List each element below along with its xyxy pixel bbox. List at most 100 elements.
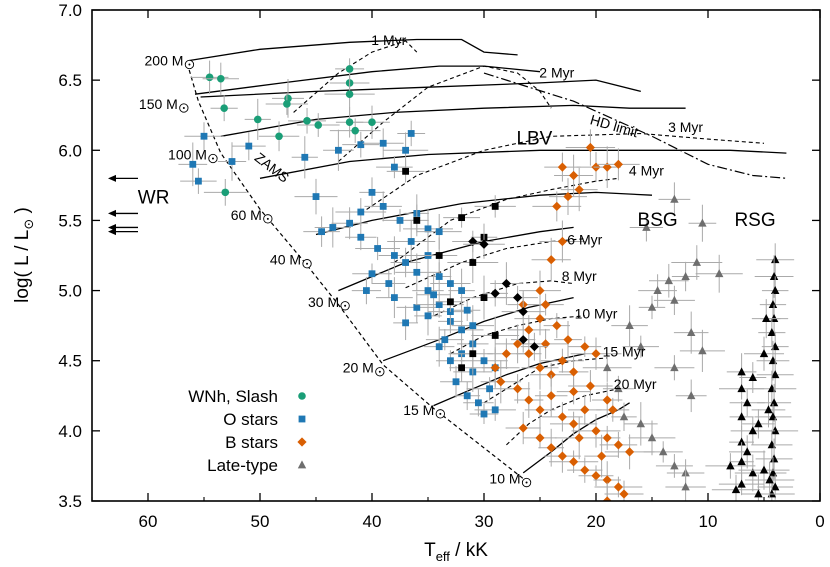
sun-symbol-dot: [188, 63, 191, 66]
data-point-group: [414, 296, 442, 336]
track-mass-label: 15 M: [403, 402, 434, 418]
sun-symbol-dot: [439, 412, 442, 415]
data-point-group: [314, 207, 351, 248]
data-point-group: [396, 291, 438, 324]
data-point-o-stars-11: [391, 163, 398, 171]
data-point-late-type-19: [659, 447, 668, 456]
data-point-group: [454, 299, 481, 322]
y-axis-title: log( L / L⊙ ): [12, 207, 36, 303]
data-point-group: [554, 416, 604, 460]
data-point-group: [548, 450, 599, 473]
data-point-o-stars-35: [435, 301, 443, 308]
data-point-b-stars-47: [602, 395, 612, 405]
data-point-b-stars-38: [557, 451, 567, 461]
data-point-b-stars-10: [546, 255, 556, 265]
data-point-wnh-slash-7: [303, 117, 311, 125]
data-point-late-type-23: [670, 363, 679, 372]
data-point-group: [643, 441, 683, 463]
data-point-b-stars-1: [569, 170, 579, 181]
data-point-o-stars-47: [475, 399, 482, 407]
data-point-o-stars-5: [301, 153, 309, 161]
data-point-b-stars-51: [552, 321, 562, 331]
wr-arrow-head: [108, 209, 116, 217]
isochrone-label: 2 Myr: [539, 64, 574, 80]
data-point-other-4: [518, 307, 528, 317]
data-point-group: [449, 354, 474, 382]
data-point-group: [521, 345, 559, 390]
data-point-other-5: [767, 328, 777, 337]
data-point-group: [638, 274, 677, 307]
sun-symbol-dot: [182, 106, 185, 109]
data-point-group: [460, 348, 508, 373]
data-point-group: [342, 131, 380, 158]
data-point-o-stars-37: [458, 326, 465, 334]
data-point-wnh-slash-0: [205, 73, 214, 82]
data-point-group: [671, 261, 700, 292]
data-point-b-stars-50: [541, 339, 551, 349]
data-point-wnh-slash-11: [345, 90, 354, 98]
data-point-group: [505, 411, 541, 445]
data-point-b-stars-7: [552, 201, 562, 211]
data-point-group: [695, 254, 743, 293]
data-point-o-stars-31: [458, 287, 465, 294]
data-point-o-stars-60: [363, 287, 370, 294]
data-point-group: [758, 318, 786, 347]
data-point-b-stars-11: [535, 285, 545, 296]
data-point-wnh-slash-12: [345, 118, 354, 127]
data-point-group: [730, 417, 775, 445]
data-point-b-stars-48: [574, 433, 584, 443]
data-point-group: [470, 349, 520, 387]
data-point-late-type-12: [625, 321, 634, 330]
evolutionary-track-4: [259, 149, 787, 179]
data-point-group: [759, 292, 787, 317]
data-point-group: [543, 313, 571, 339]
data-point-group: [354, 105, 390, 139]
data-point-other-0: [771, 255, 780, 264]
data-point-group: [203, 179, 247, 206]
data-point-b-stars-41: [591, 471, 601, 481]
data-point-other-7: [768, 356, 778, 365]
data-point-b-stars-24: [591, 349, 601, 359]
data-point-b-stars-22: [569, 367, 579, 377]
data-point-other-20: [737, 384, 746, 393]
data-point-group: [593, 146, 621, 188]
data-point-o-stars-59: [463, 306, 471, 314]
data-point-group: [291, 136, 318, 179]
data-point-wnh-slash-6: [283, 100, 291, 108]
data-point-o-stars-44: [441, 336, 449, 344]
data-points: [178, 58, 799, 501]
track-mass-label: 20 M: [343, 360, 374, 376]
data-point-group: [742, 409, 775, 439]
data-point-other-12: [771, 426, 780, 435]
data-point-b-stars-32: [591, 426, 601, 436]
data-point-group: [511, 326, 536, 353]
data-point-group: [728, 435, 766, 469]
track-mass-label: 150 M: [139, 96, 178, 112]
data-point-o-stars-14: [357, 208, 365, 216]
data-point-group: [352, 263, 392, 285]
data-point-group: [705, 453, 756, 479]
data-point-late-type-16: [619, 412, 629, 421]
y-tick-label: 5.0: [58, 282, 82, 301]
data-point-other-25: [743, 447, 752, 456]
data-point-group: [756, 243, 795, 277]
data-point-b-stars-21: [557, 356, 567, 366]
data-point-b-stars-35: [518, 423, 528, 433]
isochrone-label: 10 Myr: [575, 306, 618, 322]
data-point-other-2: [458, 214, 465, 222]
y-tick-label: 7.0: [58, 1, 82, 20]
plot-frame: [91, 9, 821, 502]
sun-symbol-dot: [378, 370, 381, 373]
x-axis-title: Teff / kK: [424, 540, 488, 564]
data-point-b-stars-55: [608, 405, 618, 415]
region-label-rsg: RSG: [734, 210, 775, 231]
data-point-group: [718, 473, 765, 496]
data-point-group: [729, 389, 765, 417]
data-point-b-stars-16: [501, 349, 511, 359]
data-point-b-stars-27: [535, 405, 545, 415]
data-point-group: [679, 329, 725, 372]
data-point-o-stars-23: [435, 228, 443, 236]
data-point-o-stars-46: [463, 392, 471, 400]
data-point-group: [265, 93, 309, 115]
